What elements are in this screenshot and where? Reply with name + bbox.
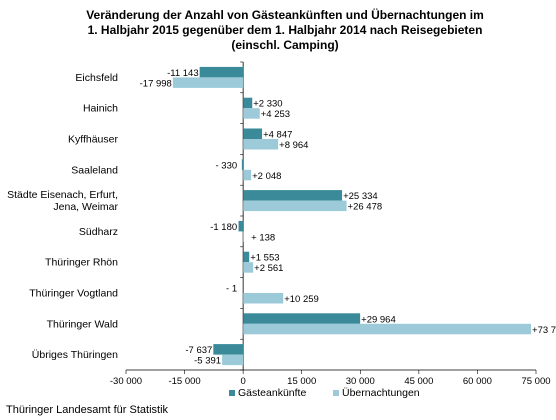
category-label: Thüringer Vogtland bbox=[29, 288, 118, 300]
bar-uebernachtungen bbox=[243, 323, 532, 335]
data-label: +8 964 bbox=[279, 140, 308, 151]
data-label: +2 330 bbox=[253, 99, 282, 110]
data-label: +25 334 bbox=[343, 191, 378, 202]
category-label: Thüringer Rhön bbox=[45, 257, 118, 269]
legend-label-gaesteankuenfte: Gästeankünfte bbox=[238, 387, 306, 399]
bar-gaesteankuenfte bbox=[243, 190, 343, 201]
data-label: -7 637 bbox=[185, 345, 212, 356]
x-tick-label: -15 000 bbox=[168, 376, 200, 387]
data-label: +29 964 bbox=[361, 314, 396, 325]
bar-gaesteankuenfte bbox=[199, 66, 244, 78]
category-label: Hainich bbox=[83, 103, 118, 115]
x-tick-label: 45 000 bbox=[404, 376, 433, 387]
chart-title-line-2: 1. Halbjahr 2015 gegenüber dem 1. Halbja… bbox=[87, 23, 483, 37]
data-label: -1 180 bbox=[210, 222, 237, 233]
data-label: -17 998 bbox=[140, 78, 172, 89]
data-label: +73 727 bbox=[532, 325, 556, 336]
bar-uebernachtungen bbox=[243, 262, 254, 273]
chart-title: Veränderung der Anzahl von Gästeankünfte… bbox=[40, 8, 530, 53]
data-label: +4 847 bbox=[263, 130, 292, 141]
bar-uebernachtungen bbox=[243, 200, 347, 212]
bar-uebernachtungen bbox=[243, 139, 279, 150]
bar-gaesteankuenfte bbox=[243, 128, 263, 139]
data-label: +2 561 bbox=[254, 263, 283, 274]
bar-gaesteankuenfte bbox=[243, 97, 253, 109]
bar-uebernachtungen bbox=[172, 77, 244, 88]
chart-title-line-3: (einschl. Camping) bbox=[231, 38, 339, 52]
data-label: +10 259 bbox=[284, 294, 319, 305]
bar-uebernachtungen bbox=[243, 293, 284, 304]
data-label: - 330 bbox=[215, 160, 237, 171]
category-label: Thüringer Wald bbox=[47, 318, 119, 330]
category-label: Übriges Thüringen bbox=[32, 349, 118, 361]
data-label: +4 253 bbox=[261, 109, 290, 120]
category-label: Eichsfeld bbox=[75, 72, 118, 84]
data-label: -11 143 bbox=[167, 68, 199, 79]
source-note: Thüringer Landesamt für Statistik bbox=[6, 404, 169, 416]
category-label: Saaleland bbox=[71, 164, 118, 176]
data-label: - 1 bbox=[226, 284, 237, 295]
category-label: Südharz bbox=[79, 226, 118, 238]
bar-gaesteankuenfte bbox=[243, 313, 361, 324]
bar-gaesteankuenfte bbox=[213, 344, 244, 355]
data-label: +1 553 bbox=[250, 253, 279, 264]
bar-uebernachtungen bbox=[243, 231, 244, 242]
data-label: +2 048 bbox=[252, 171, 281, 182]
bar-uebernachtungen bbox=[243, 169, 252, 181]
legend-swatch-uebernachtungen bbox=[333, 390, 339, 396]
x-tick-label: 60 000 bbox=[463, 376, 492, 387]
legend-swatch-gaesteankuenfte bbox=[229, 390, 235, 396]
x-tick-label: 0 bbox=[240, 376, 245, 387]
data-label: + 138 bbox=[251, 232, 275, 243]
x-tick-label: 15 000 bbox=[287, 376, 316, 387]
data-label: +26 478 bbox=[348, 202, 383, 213]
x-tick-label: -30 000 bbox=[110, 376, 142, 387]
category-label: Städte Eisenach, Erfurt, Jena, Weimar bbox=[7, 189, 118, 213]
category-label: Kyffhäuser bbox=[68, 134, 119, 146]
x-tick-label: 30 000 bbox=[346, 376, 375, 387]
x-tick-label: 75 000 bbox=[521, 376, 550, 387]
bar-gaesteankuenfte bbox=[238, 220, 244, 232]
legend-label-uebernachtungen: Übernachtungen bbox=[342, 387, 420, 399]
chart-title-line-1: Veränderung der Anzahl von Gästeankünfte… bbox=[86, 8, 484, 22]
bar-gaesteankuenfte bbox=[241, 159, 244, 170]
data-label: -5 391 bbox=[194, 356, 221, 367]
bar-uebernachtungen bbox=[243, 108, 260, 119]
bar-uebernachtungen bbox=[222, 354, 244, 366]
bar-gaesteankuenfte bbox=[243, 251, 250, 263]
